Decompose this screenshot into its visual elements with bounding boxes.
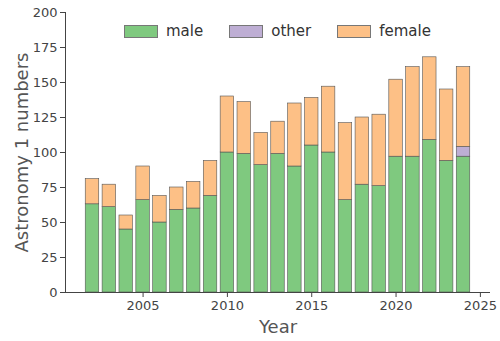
svg-text:100: 100 [33, 145, 58, 160]
svg-text:125: 125 [33, 110, 58, 125]
svg-text:Astronomy 1 numbers: Astronomy 1 numbers [11, 53, 32, 253]
svg-text:2005: 2005 [127, 298, 160, 313]
html-text:other: other [271, 22, 312, 40]
svg-text:50: 50 [41, 215, 58, 230]
svg-text:0: 0 [49, 285, 57, 300]
svg-text:150: 150 [33, 75, 58, 90]
svg-text:175: 175 [33, 40, 58, 55]
svg-text:75: 75 [41, 180, 58, 195]
html-text:female: female [379, 22, 431, 40]
svg-text:200: 200 [33, 5, 58, 20]
svg-text:2025: 2025 [464, 298, 497, 313]
svg-text:2010: 2010 [211, 298, 244, 313]
html-text:male: male [166, 22, 204, 40]
svg-text:2015: 2015 [295, 298, 328, 313]
svg-text:25: 25 [41, 250, 58, 265]
svg-text:2020: 2020 [380, 298, 413, 313]
svg-text:Year: Year [258, 316, 298, 337]
